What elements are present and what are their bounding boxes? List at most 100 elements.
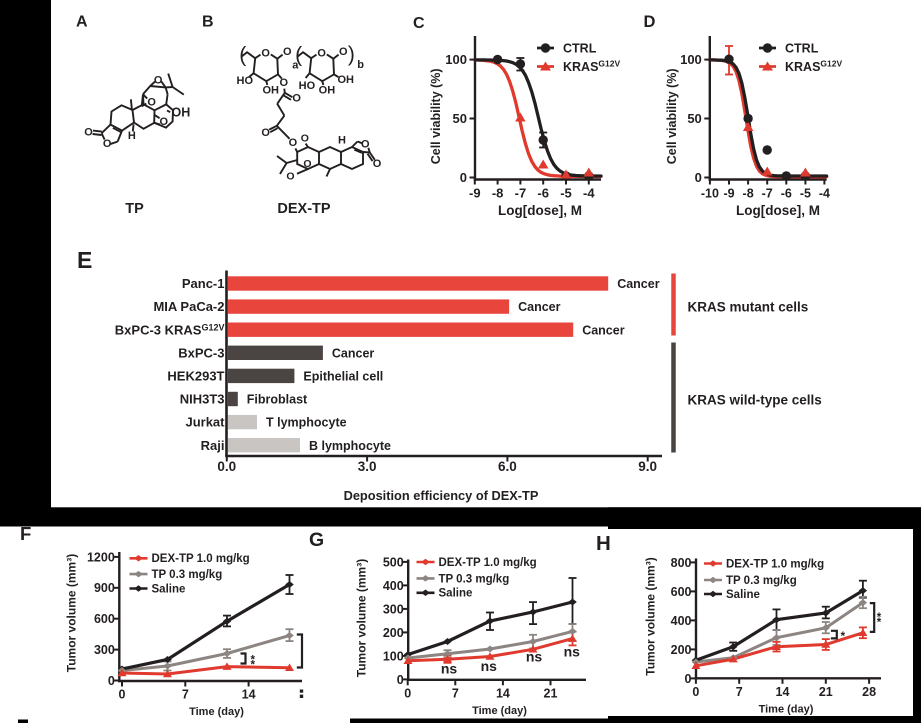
svg-text:0: 0 <box>692 685 699 699</box>
svg-text:Fibroblast: Fibroblast <box>247 393 308 407</box>
svg-text:DEX-TP 1.0 mg/kg: DEX-TP 1.0 mg/kg <box>726 558 824 570</box>
svg-text:OH: OH <box>319 85 336 97</box>
svg-text:7: 7 <box>452 686 459 700</box>
svg-text:Epithelial cell: Epithelial cell <box>303 370 383 384</box>
svg-text:Cell viability (%): Cell viability (%) <box>429 68 443 164</box>
svg-text:*: * <box>841 629 846 643</box>
svg-text:HO: HO <box>237 75 254 87</box>
svg-text:Cancer: Cancer <box>518 300 561 314</box>
svg-text:0: 0 <box>460 170 467 185</box>
svg-text:CTRL: CTRL <box>563 42 597 56</box>
svg-text:O: O <box>303 158 311 170</box>
svg-text:Saline: Saline <box>439 588 473 600</box>
svg-text:H: H <box>128 130 136 142</box>
svg-text:Tumor volume (mm³): Tumor volume (mm³) <box>644 557 658 675</box>
svg-text:Deposition efficiency of DEX-T: Deposition efficiency of DEX-TP <box>344 488 539 503</box>
svg-text:*: * <box>877 612 882 624</box>
svg-text:-6: -6 <box>537 186 549 201</box>
svg-text:Time (day): Time (day) <box>472 705 527 717</box>
svg-text:DEX-TP 1.0 mg/kg: DEX-TP 1.0 mg/kg <box>152 553 250 565</box>
svg-text:CTRL: CTRL <box>785 42 819 56</box>
svg-text:(: ( <box>239 44 246 67</box>
svg-text:D: D <box>644 13 656 31</box>
svg-text:OH: OH <box>262 85 279 97</box>
svg-text:Cell viability (%): Cell viability (%) <box>665 68 679 164</box>
svg-text:50: 50 <box>453 111 467 126</box>
svg-text:0: 0 <box>695 170 702 185</box>
svg-text:(: ( <box>295 44 302 67</box>
svg-text:0: 0 <box>108 674 115 688</box>
svg-text:7: 7 <box>182 688 189 702</box>
svg-text:DEX-TP: DEX-TP <box>277 201 331 217</box>
svg-text:200: 200 <box>671 643 692 657</box>
svg-text:-6: -6 <box>781 187 792 201</box>
svg-text:C: C <box>413 15 425 32</box>
svg-text:Cancer: Cancer <box>332 346 375 360</box>
svg-text:3.0: 3.0 <box>358 459 377 474</box>
svg-text:500: 500 <box>383 555 404 569</box>
svg-text:O: O <box>361 139 370 151</box>
svg-text:Tumor volume (mm³): Tumor volume (mm³) <box>65 554 79 672</box>
svg-text:KRAS wild-type cells: KRAS wild-type cells <box>688 393 822 408</box>
svg-text:1200: 1200 <box>87 550 115 564</box>
svg-text:A: A <box>76 14 88 31</box>
svg-text:100: 100 <box>445 52 467 67</box>
svg-text:G: G <box>309 529 324 551</box>
svg-text:300: 300 <box>383 602 404 616</box>
svg-text:HO: HO <box>299 80 316 92</box>
svg-text:O: O <box>280 77 289 89</box>
svg-text:DEX-TP 1.0 mg/kg: DEX-TP 1.0 mg/kg <box>439 557 537 569</box>
svg-text:-4: -4 <box>819 187 830 201</box>
svg-text:): ) <box>348 43 355 66</box>
svg-text:ns: ns <box>441 661 458 677</box>
svg-text:BxPC-3 KRASG12V: BxPC-3 KRASG12V <box>115 322 225 337</box>
svg-text:50: 50 <box>687 111 701 126</box>
svg-text:-5: -5 <box>560 186 572 201</box>
svg-text:-10: -10 <box>701 187 719 201</box>
svg-text:9.0: 9.0 <box>638 459 657 474</box>
svg-text:TP 0.3 mg/kg: TP 0.3 mg/kg <box>439 573 510 585</box>
svg-text:Cancer: Cancer <box>617 277 660 291</box>
svg-text:100: 100 <box>680 52 702 67</box>
svg-text:NIH3T3: NIH3T3 <box>180 392 225 407</box>
svg-text:300: 300 <box>94 643 115 657</box>
svg-text:6.0: 6.0 <box>498 459 517 474</box>
svg-text:900: 900 <box>94 581 115 595</box>
svg-text:-7: -7 <box>515 186 527 201</box>
svg-text:TP 0.3 mg/kg: TP 0.3 mg/kg <box>726 575 797 587</box>
svg-text:14: 14 <box>776 685 790 699</box>
svg-text:200: 200 <box>383 626 404 640</box>
svg-text:800: 800 <box>671 556 692 570</box>
svg-text:0: 0 <box>404 686 411 700</box>
svg-text:600: 600 <box>671 585 692 599</box>
svg-text:b: b <box>357 59 364 71</box>
svg-text:O: O <box>286 170 294 182</box>
svg-text:TP 0.3 mg/kg: TP 0.3 mg/kg <box>152 569 223 581</box>
svg-text:O: O <box>84 126 93 138</box>
svg-text:O: O <box>283 46 292 58</box>
svg-text:Saline: Saline <box>152 583 186 595</box>
svg-text:TP: TP <box>125 201 144 217</box>
svg-text:H: H <box>338 135 346 147</box>
svg-text:ns: ns <box>481 658 498 674</box>
svg-text:ns: ns <box>564 644 581 660</box>
svg-text:600: 600 <box>94 612 115 626</box>
svg-text:-8: -8 <box>492 186 504 201</box>
svg-text:Cancer: Cancer <box>582 323 625 337</box>
svg-text:0: 0 <box>685 672 692 686</box>
svg-text:Log[dose], M: Log[dose], M <box>498 203 582 218</box>
svg-text:OH: OH <box>172 106 191 120</box>
svg-text:*: * <box>877 617 882 629</box>
svg-text:H: H <box>596 532 611 555</box>
svg-text:O: O <box>147 97 156 109</box>
svg-text:100: 100 <box>383 649 404 663</box>
svg-text:Time (day): Time (day) <box>759 703 814 715</box>
svg-text:Jurkat: Jurkat <box>185 415 225 430</box>
svg-text:*: * <box>251 655 256 667</box>
svg-text:21: 21 <box>544 686 558 700</box>
svg-text:O: O <box>301 132 309 144</box>
svg-text:T lymphocyte: T lymphocyte <box>266 416 347 430</box>
svg-text:14: 14 <box>496 686 510 700</box>
svg-text:400: 400 <box>671 614 692 628</box>
svg-text:O: O <box>373 158 382 170</box>
